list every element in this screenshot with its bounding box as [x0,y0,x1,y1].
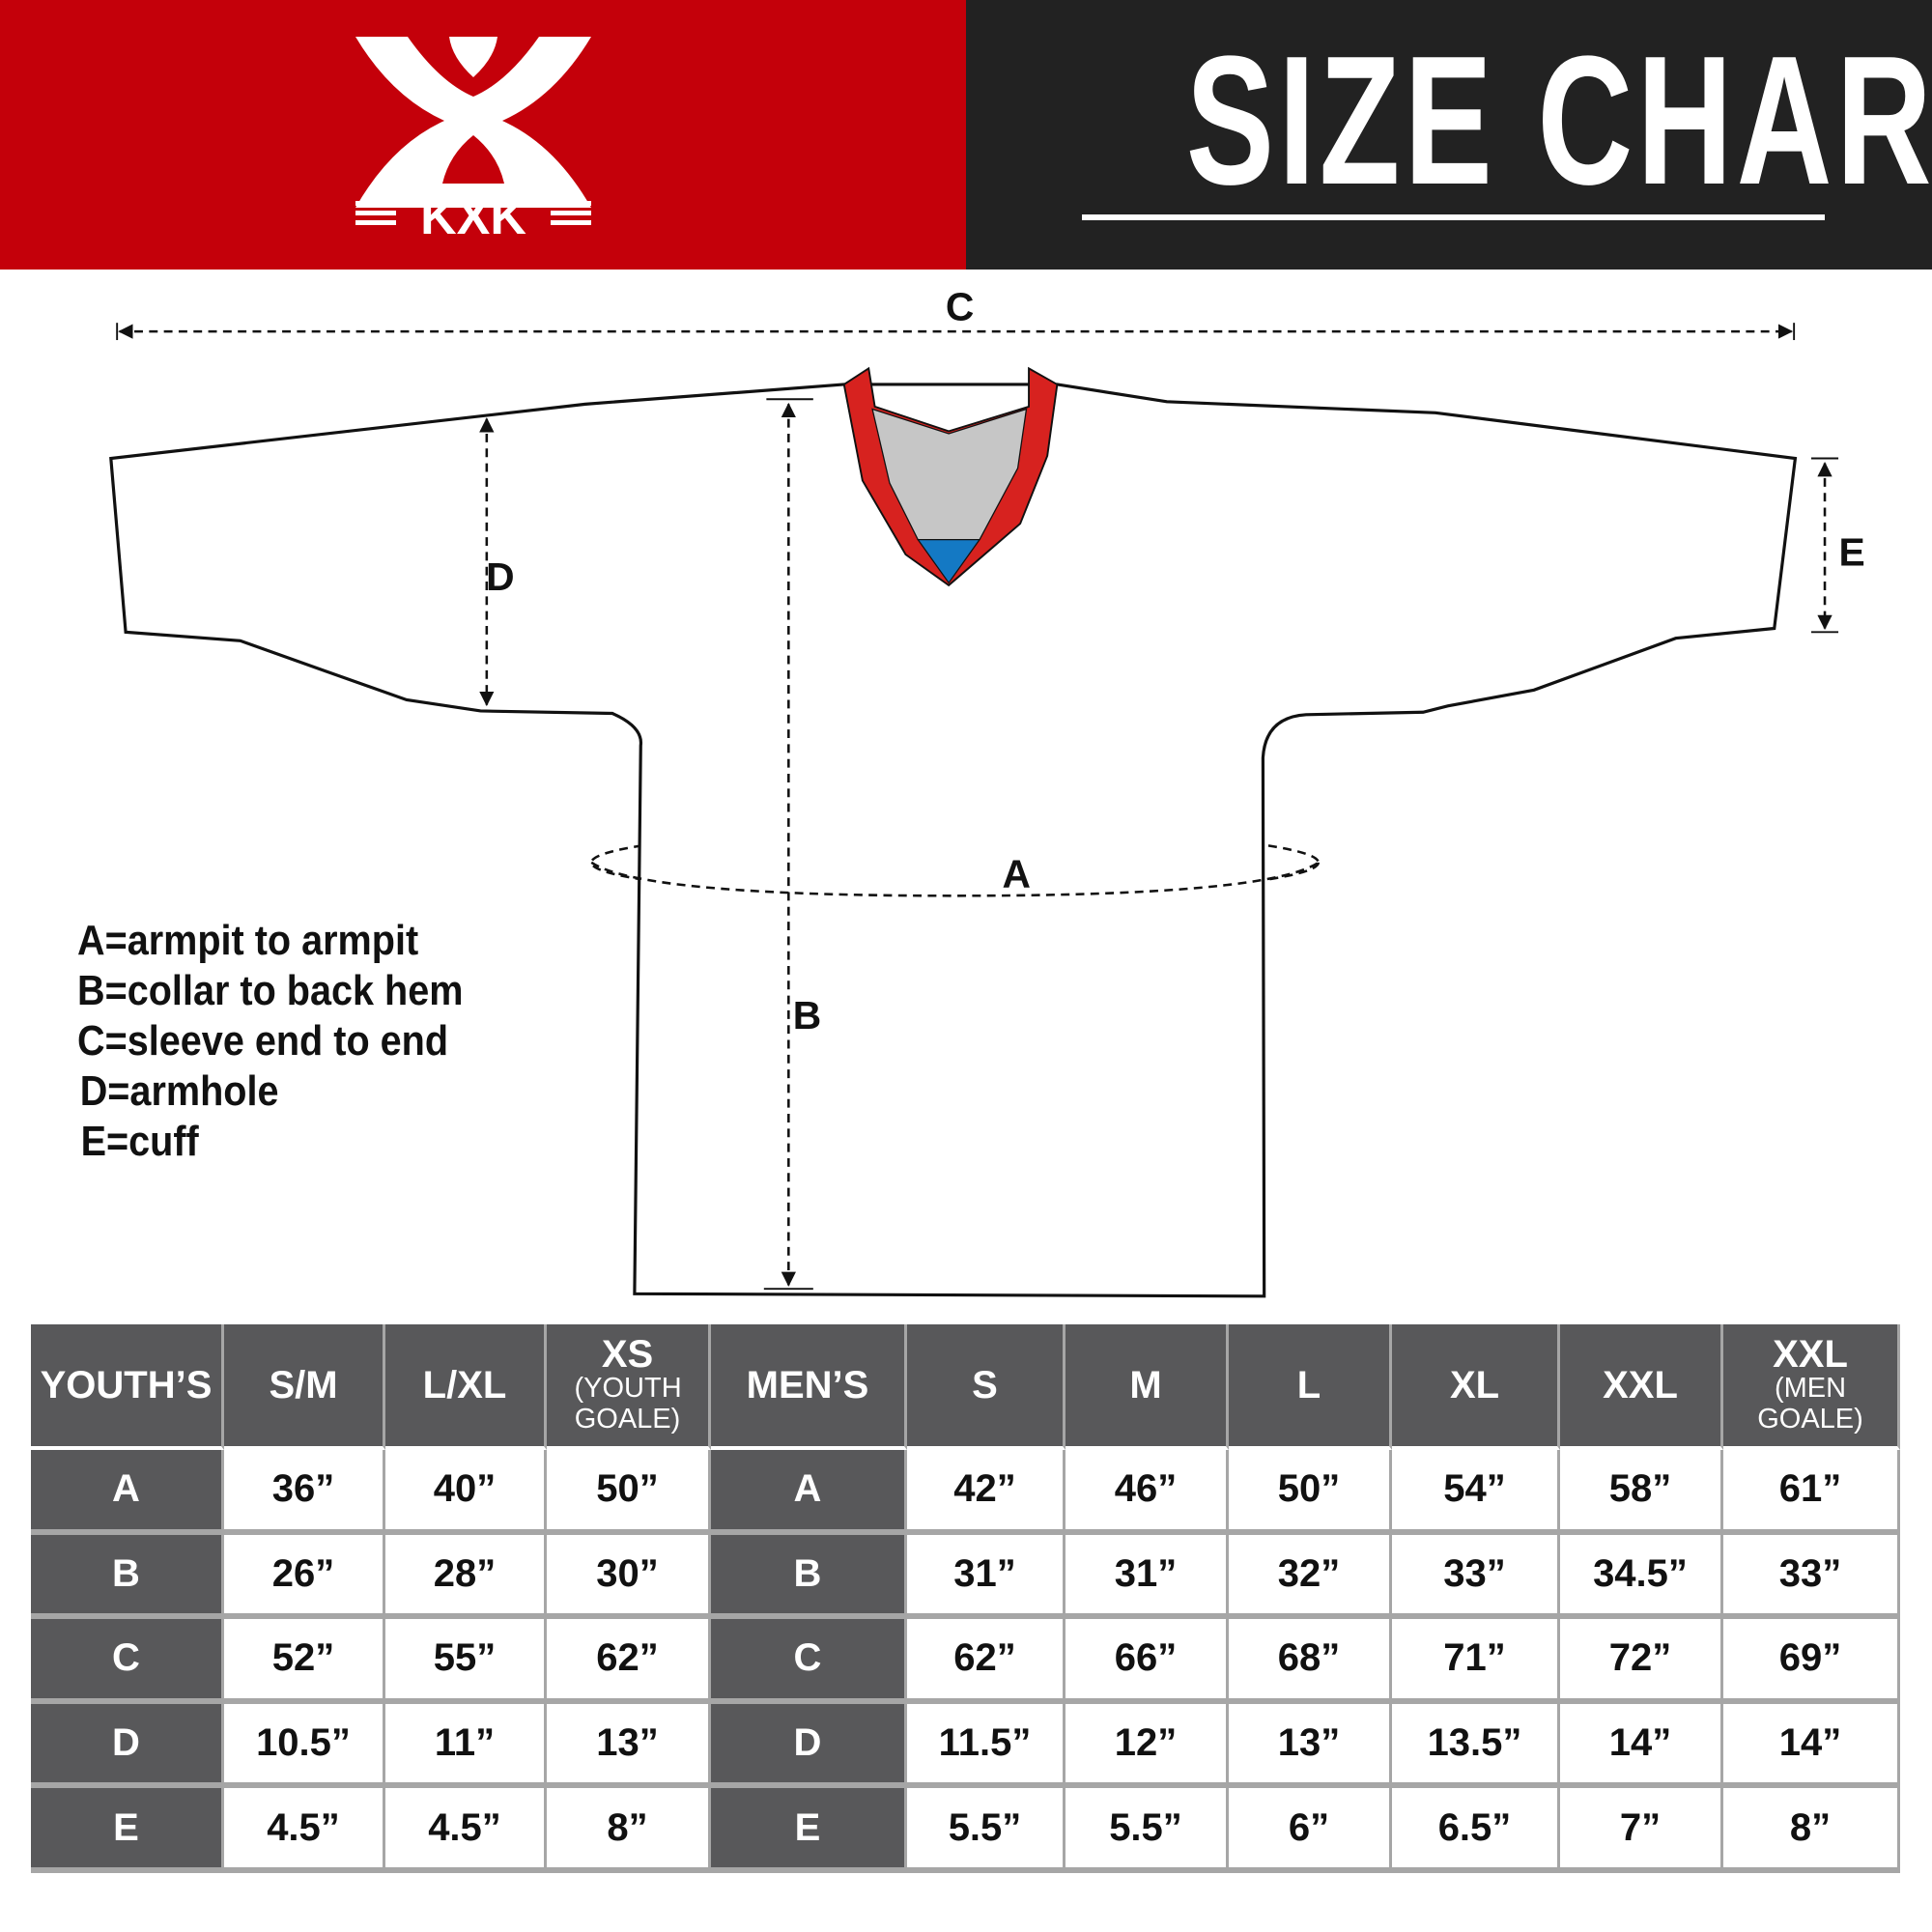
men-value-cell: 13” [1229,1703,1392,1789]
row-label: B [711,1534,907,1620]
measurement-legend: A=armpit to armpit B=collar to back hem … [77,916,463,1167]
men-value-cell: 14” [1723,1703,1900,1789]
title-underline [1082,214,1825,220]
men-size-header: S [907,1324,1065,1450]
youth-value-cell: 10.5” [224,1703,385,1789]
legend-item: B=collar to back hem [77,967,464,1014]
men-value-cell: 66” [1065,1619,1229,1704]
label-d: D [486,554,514,599]
men-value-cell: 61” [1723,1450,1900,1535]
collar-inner [871,408,1028,541]
size-label: S [972,1364,998,1406]
size-label: XL [1449,1364,1500,1406]
men-value-cell: 7” [1560,1788,1723,1873]
men-value-cell: 58” [1560,1450,1723,1535]
row-label: C [711,1619,907,1704]
kxk-logo: KXK [355,37,591,242]
men-value-cell: 69” [1723,1619,1900,1704]
men-value-cell: 32” [1229,1534,1392,1620]
men-value-cell: 62” [907,1619,1065,1704]
men-value-cell: 50” [1229,1450,1392,1535]
youth-value-cell: 36” [224,1450,385,1535]
men-size-header: M [1065,1324,1229,1450]
youth-value-cell: 30” [547,1534,711,1620]
label-a: A [1003,851,1031,895]
youth-value-cell: 13” [547,1703,711,1789]
row-label: D [711,1703,907,1789]
measure-a-loop [589,828,1321,897]
youth-value-cell: 11” [385,1703,547,1789]
youth-value-cell: 40” [385,1450,547,1535]
size-label: XS [601,1333,654,1376]
men-value-cell: 72” [1560,1619,1723,1704]
men-value-cell: 71” [1392,1619,1560,1704]
men-value-cell: 11.5” [907,1703,1065,1789]
size-label: S/M [269,1364,338,1406]
youth-value-cell: 52” [224,1619,385,1704]
size-note: (YOUTH GOALE) [574,1373,682,1435]
youth-value-cell: 26” [224,1534,385,1620]
men-size-header: XXL [1560,1324,1723,1450]
men-value-cell: 8” [1723,1788,1900,1873]
brand-wordmark: KXK [420,189,526,242]
men-value-cell: 42” [907,1450,1065,1535]
men-size-header: XXL (MEN GOALE) [1723,1324,1900,1450]
men-value-cell: 6.5” [1392,1788,1560,1873]
row-label: A [31,1450,224,1535]
legend-item: A=armpit to armpit [77,917,419,964]
men-size-header: XL [1392,1324,1560,1450]
row-label: E [711,1788,907,1873]
men-value-cell: 31” [907,1534,1065,1620]
men-value-cell: 14” [1560,1703,1723,1789]
youth-header: YOUTH’S [31,1324,224,1450]
men-value-cell: 6” [1229,1788,1392,1873]
men-value-cell: 13.5” [1392,1703,1560,1789]
youth-size-header: L/XL [385,1324,547,1450]
row-label: A [711,1450,907,1535]
men-value-cell: 46” [1065,1450,1229,1535]
men-value-cell: 31” [1065,1534,1229,1620]
legend-item: D=armhole [79,1067,279,1115]
size-label: L/XL [422,1364,507,1406]
men-header: MEN’S [711,1324,907,1450]
youth-value-cell: 4.5” [224,1788,385,1873]
measure-a-arc [590,861,1320,897]
row-label: E [31,1788,224,1873]
label-e: E [1838,529,1864,574]
size-table: YOUTH’S S/M L/XL XS (YOUTH GOALE) MEN’S S M L XL X… [31,1324,1900,1873]
size-label: XXL [1603,1364,1678,1406]
men-size-header: L [1229,1324,1392,1450]
label-b: B [793,993,821,1037]
men-value-cell: 34.5” [1560,1534,1723,1620]
youth-value-cell: 62” [547,1619,711,1704]
men-value-cell: 5.5” [1065,1788,1229,1873]
youth-value-cell: 55” [385,1619,547,1704]
row-label: B [31,1534,224,1620]
size-label: L [1296,1364,1321,1406]
men-value-cell: 12” [1065,1703,1229,1789]
men-value-cell: 54” [1392,1450,1560,1535]
title-banner [966,0,1932,270]
youth-value-cell: 28” [385,1534,547,1620]
label-c: C [946,285,974,329]
legend-item: E=cuff [80,1118,199,1165]
collar-v-insert [917,539,981,584]
legend-item: C=sleeve end to end [77,1017,449,1065]
youth-size-header: XS (YOUTH GOALE) [547,1324,711,1450]
row-label: C [31,1619,224,1704]
men-value-cell: 33” [1392,1534,1560,1620]
size-label: XXL [1773,1333,1848,1376]
men-value-cell: 5.5” [907,1788,1065,1873]
size-label: M [1129,1364,1162,1406]
youth-value-cell: 8” [547,1788,711,1873]
men-value-cell: 33” [1723,1534,1900,1620]
size-note: (MEN GOALE) [1757,1373,1863,1435]
jersey-outline [109,383,1798,1298]
men-value-cell: 68” [1229,1619,1392,1704]
youth-size-header: S/M [224,1324,385,1450]
youth-value-cell: 4.5” [385,1788,547,1873]
youth-value-cell: 50” [547,1450,711,1535]
row-label: D [31,1703,224,1789]
